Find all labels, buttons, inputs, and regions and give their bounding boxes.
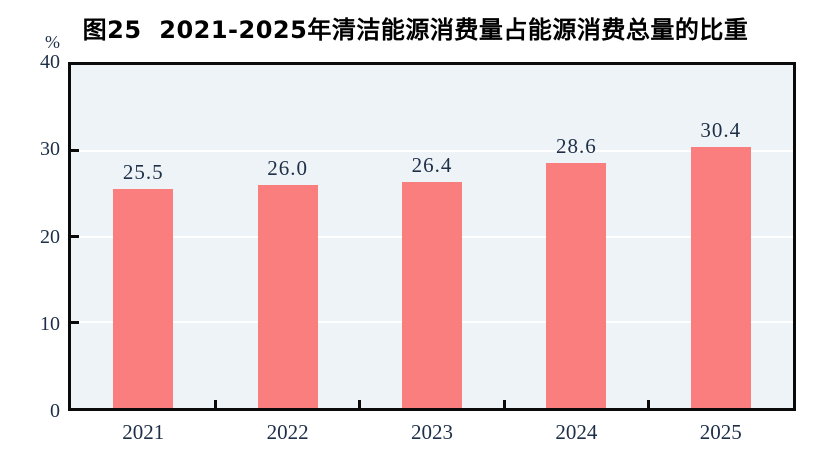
y-axis-tick-label: 0 (50, 400, 60, 422)
bar-value-label: 26.4 (411, 152, 453, 177)
x-axis-tick-label: 2023 (411, 420, 453, 444)
x-axis-tick-mark (502, 400, 506, 408)
bar-value-label: 26.0 (267, 156, 308, 181)
y-axis-tick-label: 10 (40, 312, 60, 335)
x-axis-tick-label: 2021 (122, 420, 165, 444)
bar (113, 189, 174, 408)
bar-value-label: 28.6 (556, 133, 597, 158)
bar (546, 162, 607, 408)
bar-value-label: 25.5 (122, 160, 164, 185)
x-axis-tick-mark (213, 400, 217, 408)
y-axis-tick-label: 20 (40, 225, 60, 248)
y-axis-tick-label: 40 (40, 51, 60, 73)
bar (402, 181, 462, 408)
y-axis-tick-mark (71, 235, 79, 238)
bar-value-label: 30.4 (700, 118, 742, 143)
bar (257, 185, 318, 408)
y-axis-tick-mark (71, 149, 79, 153)
y-axis-tick-label: 30 (40, 138, 60, 161)
x-axis-tick-label: 2024 (555, 420, 598, 444)
y-axis-unit-label: % (45, 32, 60, 52)
chart-title: 图25 2021-2025年清洁能源消费量占能源消费总量的比重 (82, 16, 749, 44)
x-axis-tick-label: 2025 (699, 420, 742, 444)
x-axis-tick-mark (358, 400, 362, 408)
grid-line (71, 149, 793, 152)
x-axis-tick-label: 2022 (266, 420, 309, 444)
x-axis-tick-mark (647, 400, 651, 408)
bar (690, 147, 751, 408)
y-axis-tick-mark (71, 320, 79, 324)
plot-area: 25.5 26.0 26.4 28.6 30.4 (68, 62, 796, 411)
